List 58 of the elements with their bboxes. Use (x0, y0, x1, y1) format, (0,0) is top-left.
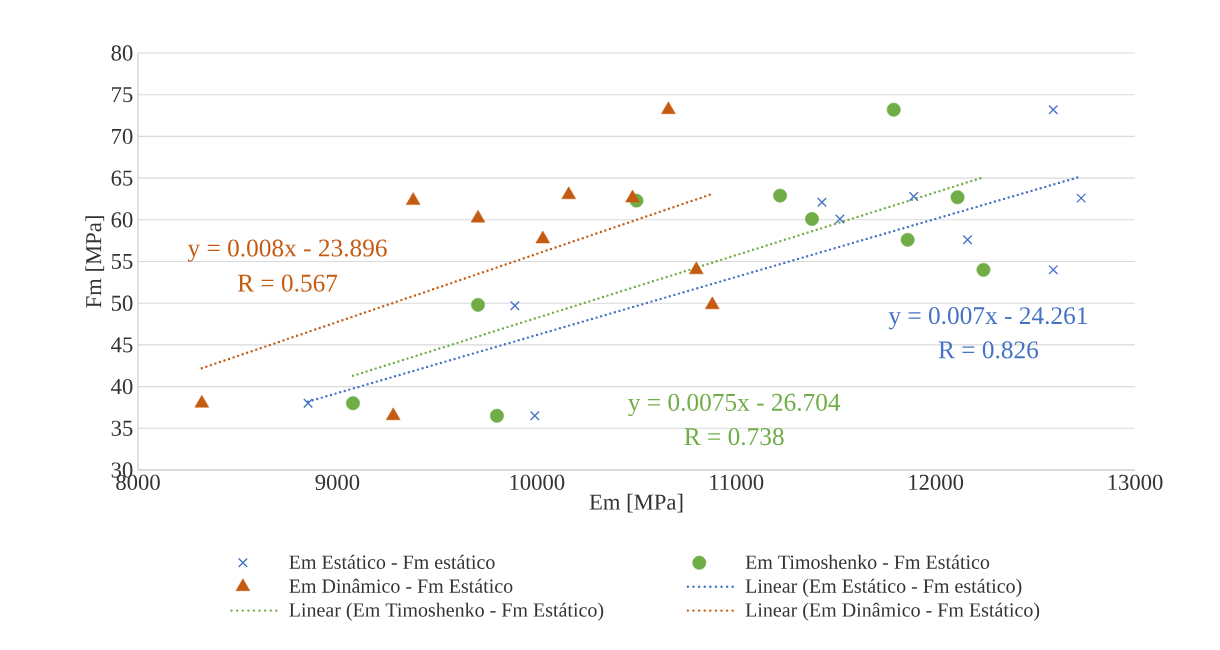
annotation: R = 0.738 (684, 428, 784, 446)
point (625, 189, 640, 203)
legend-label: Linear (Em Estático - Fm estático) (745, 578, 1022, 597)
annotation: R = 0.567 (237, 274, 338, 292)
point (471, 297, 485, 312)
y-tick-label: 40 (111, 378, 133, 395)
legend-label: Em Estático - Fm estático (289, 554, 495, 569)
point (386, 407, 401, 421)
x-axis-title: Em [MPa] (589, 493, 683, 513)
annotation: y = 0.007x - 24.261 (888, 307, 1087, 330)
annotation: y = 0.0075x - 26.704 (628, 393, 841, 417)
y-tick-label: 45 (111, 337, 133, 353)
legend-label: Linear (Em Dinâmico - Fm Estático) (745, 602, 1040, 621)
x-tick-label: 13000 (1108, 474, 1163, 491)
point (834, 214, 845, 224)
annotation: R = 0.826 (938, 341, 1039, 359)
point (886, 102, 901, 117)
x-tick-label: 11000 (710, 474, 764, 491)
legend-label: Em Timoshenko - Fm Estático (745, 554, 990, 569)
point (529, 410, 540, 421)
point (405, 192, 421, 205)
x-tick-label: 12000 (909, 474, 964, 491)
point (1076, 193, 1087, 204)
point (194, 395, 210, 408)
y-tick-label: 80 (111, 45, 133, 61)
point (705, 296, 720, 310)
x-tick-label: 10000 (510, 474, 565, 491)
y-tick-label: 65 (111, 170, 133, 186)
point (976, 262, 991, 277)
x-tick-label: 9000 (315, 474, 360, 491)
y-tick-label: 35 (111, 420, 133, 436)
point (535, 230, 550, 244)
point (561, 186, 576, 200)
legend-label: Em Dinâmico - Fm Estático (289, 578, 513, 593)
point (1048, 104, 1059, 115)
point (908, 191, 919, 202)
y-tick-label: 70 (112, 128, 133, 145)
annotation: y = 0.008x - 23.896 (187, 239, 387, 262)
point (470, 209, 486, 223)
point (962, 234, 973, 245)
point (900, 232, 915, 247)
point (509, 300, 520, 311)
point (346, 396, 360, 411)
y-tick-label: 60 (111, 212, 133, 228)
point (489, 408, 504, 423)
y-tick-label: 55 (111, 253, 133, 270)
point (950, 190, 965, 205)
y-axis-title: Fm [MPa] (85, 216, 105, 308)
point (661, 101, 676, 114)
point (689, 261, 704, 275)
point (773, 188, 788, 203)
legend-label: Linear (Em Timoshenko - Fm Estático) (289, 602, 604, 621)
point (805, 212, 819, 226)
point (303, 398, 314, 409)
point (1048, 264, 1059, 275)
point (817, 197, 827, 208)
y-tick-label: 50 (111, 295, 133, 311)
y-tick-label: 75 (112, 87, 133, 103)
